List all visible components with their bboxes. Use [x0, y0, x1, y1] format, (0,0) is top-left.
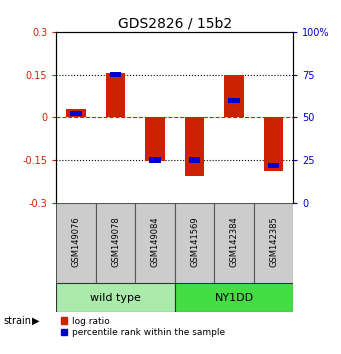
Bar [268, 162, 279, 168]
Text: strain: strain [3, 316, 31, 326]
Bar [96, 203, 135, 283]
Bar [264, 117, 283, 171]
Bar [214, 203, 254, 283]
Text: GSM149078: GSM149078 [111, 216, 120, 267]
Bar [224, 75, 244, 117]
Text: GSM142385: GSM142385 [269, 216, 278, 267]
Text: NY1DD: NY1DD [214, 292, 254, 303]
Title: GDS2826 / 15b2: GDS2826 / 15b2 [118, 17, 232, 31]
Bar [175, 203, 214, 283]
Bar [109, 72, 121, 77]
Bar [184, 117, 204, 176]
Legend: log ratio, percentile rank within the sample: log ratio, percentile rank within the sa… [61, 317, 225, 337]
Bar [66, 109, 86, 117]
Bar [135, 203, 175, 283]
Text: wild type: wild type [90, 292, 141, 303]
Text: ▶: ▶ [32, 316, 40, 326]
Bar [175, 283, 293, 312]
Bar [149, 158, 161, 162]
Bar [106, 73, 125, 117]
Text: GSM142384: GSM142384 [229, 216, 238, 267]
Bar [56, 203, 96, 283]
Bar [145, 117, 165, 161]
Bar [254, 203, 293, 283]
Bar [228, 98, 240, 103]
Text: GSM149076: GSM149076 [72, 216, 80, 267]
Text: GSM149084: GSM149084 [150, 216, 160, 267]
Bar [56, 283, 175, 312]
Text: GSM141569: GSM141569 [190, 216, 199, 267]
Bar [70, 111, 82, 116]
Bar [189, 158, 201, 162]
